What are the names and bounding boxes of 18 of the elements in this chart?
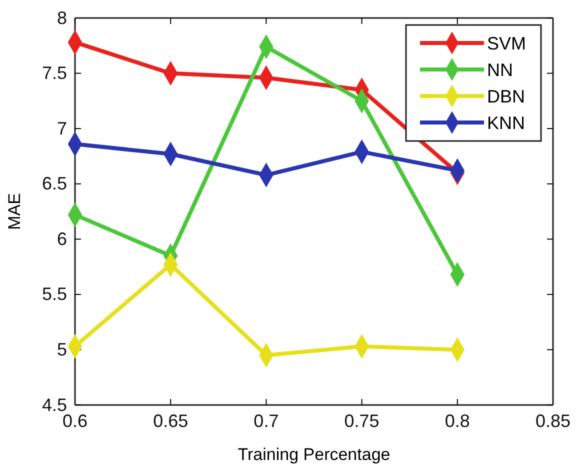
legend-label: SVM [487, 34, 526, 54]
y-tick-label: 8 [56, 8, 67, 28]
y-tick-label: 6 [56, 228, 67, 249]
y-axis-title: MAE [5, 193, 24, 230]
x-tick-label: 0.8 [444, 410, 470, 431]
x-tick-label: 0.7 [254, 410, 279, 431]
x-tick-label: 0.65 [153, 410, 188, 431]
legend-label: NN [487, 60, 513, 80]
y-tick-label: 6.5 [42, 174, 67, 194]
y-tick-label: 7.5 [42, 63, 67, 84]
y-tick-label: 5 [56, 339, 67, 360]
x-tick-label: 0.85 [535, 410, 571, 431]
x-axis-title: Training Percentage [238, 445, 390, 464]
x-tick-label: 0.75 [344, 410, 380, 431]
legend-label: DBN [487, 86, 526, 106]
y-tick-label: 5.5 [42, 284, 67, 304]
legend-label: KNN [487, 113, 526, 133]
y-tick-label: 7 [56, 118, 67, 138]
